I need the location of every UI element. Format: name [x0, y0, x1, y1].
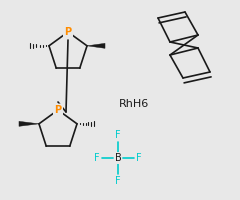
Text: F: F — [115, 176, 121, 186]
Text: P: P — [64, 27, 72, 37]
Text: F: F — [136, 153, 142, 163]
Text: B: B — [115, 153, 121, 163]
Text: F: F — [94, 153, 100, 163]
Text: F: F — [115, 130, 121, 140]
Text: P: P — [54, 105, 62, 115]
Polygon shape — [87, 43, 105, 48]
Text: RhH6: RhH6 — [119, 99, 150, 109]
Polygon shape — [19, 121, 39, 126]
